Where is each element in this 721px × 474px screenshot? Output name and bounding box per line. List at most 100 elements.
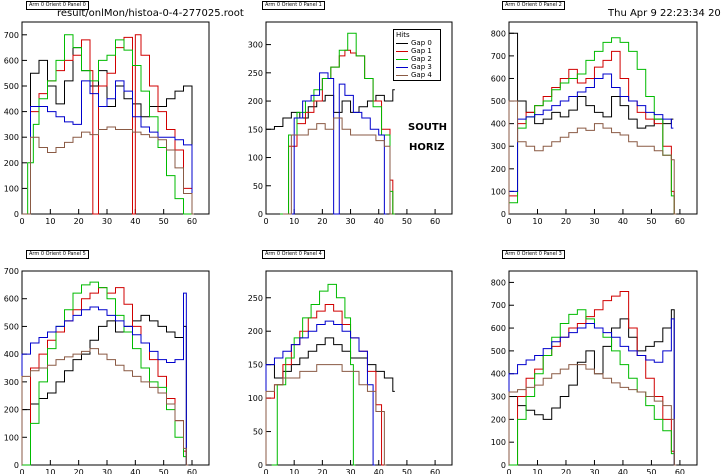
legend-entry-gap0: Gap 0	[396, 39, 438, 47]
legend-entry-gap2: Gap 2	[396, 55, 438, 63]
y-tick-label: 100	[248, 394, 263, 403]
x-tick-label: 20	[561, 468, 571, 474]
legend-entry-gap4: Gap 4	[396, 71, 438, 79]
x-tick-label: 30	[589, 468, 599, 474]
y-tick-label: 50	[253, 428, 263, 437]
y-tick-label: 500	[491, 347, 506, 356]
x-tick-label: 30	[102, 468, 112, 474]
x-tick-label: 30	[345, 468, 355, 474]
x-tick-label: 40	[618, 217, 628, 226]
series-line-gap2	[22, 281, 189, 466]
series-line-gap3	[22, 80, 194, 215]
y-tick-label: 300	[491, 142, 506, 151]
x-tick-label: 20	[561, 217, 571, 226]
file-path: result/onlMon/histoa-0-4-277025.root	[57, 8, 244, 19]
x-tick-label: 40	[130, 217, 140, 226]
y-tick-label: 200	[491, 165, 506, 174]
y-tick-label: 300	[248, 41, 263, 50]
panel-title-1: Arm 0 Orient 0 Panel 1	[262, 1, 325, 10]
series-line-gap0	[21, 314, 189, 466]
x-tick-label: 0	[19, 468, 24, 474]
series-line-gap3	[288, 72, 387, 215]
y-tick-label: 500	[4, 322, 19, 331]
plot-frame	[265, 270, 453, 466]
series-line-gap1	[22, 287, 189, 466]
x-tick-label: 0	[19, 217, 24, 226]
x-tick-label: 50	[402, 217, 412, 226]
series-line-gap4	[22, 126, 194, 215]
y-tick-label: 100	[248, 154, 263, 163]
y-tick-label: 500	[491, 97, 506, 106]
y-tick-label: 200	[491, 415, 506, 424]
x-tick-label: 40	[618, 468, 628, 474]
y-tick-label: 700	[491, 52, 506, 61]
y-tick-label: 300	[4, 378, 19, 387]
y-tick-label: 700	[491, 301, 506, 310]
x-tick-label: 10	[289, 468, 299, 474]
x-tick-label: 20	[74, 217, 84, 226]
legend-title: Hits	[396, 31, 410, 39]
x-tick-label: 30	[589, 217, 599, 226]
x-tick-label: 40	[374, 217, 384, 226]
legend: Hits Gap 0 Gap 1 Gap 2 Gap 3 Gap 4	[393, 29, 441, 81]
series-line-gap2	[508, 37, 677, 215]
x-tick-label: 10	[45, 468, 55, 474]
x-tick-label: 60	[430, 217, 440, 226]
x-tick-label: 20	[317, 468, 327, 474]
series-line-gap3	[21, 292, 189, 466]
x-tick-label: 50	[646, 468, 656, 474]
series-line-gap4	[508, 100, 677, 215]
y-tick-label: 300	[491, 393, 506, 402]
y-tick-label: 100	[491, 438, 506, 447]
y-tick-label: 50	[253, 182, 263, 191]
series-line-gap3	[508, 73, 674, 214]
y-tick-label: 0	[501, 210, 506, 219]
series-line-gap3	[265, 320, 376, 466]
x-tick-label: 30	[102, 217, 112, 226]
y-tick-label: 500	[4, 82, 19, 91]
x-tick-label: 50	[646, 217, 656, 226]
y-tick-label: 100	[4, 184, 19, 193]
panel-title-5: Arm 0 Orient 0 Panel 5	[26, 250, 89, 259]
x-tick-label: 0	[263, 468, 268, 474]
y-tick-label: 800	[491, 29, 506, 38]
x-tick-label: 60	[187, 217, 197, 226]
x-tick-label: 10	[289, 217, 299, 226]
x-tick-label: 10	[532, 217, 542, 226]
x-tick-label: 50	[402, 468, 412, 474]
y-tick-label: 200	[4, 406, 19, 415]
y-tick-label: 400	[4, 108, 19, 117]
legend-label: Gap 0	[411, 39, 432, 47]
x-tick-label: 50	[159, 217, 169, 226]
legend-entry-gap3: Gap 3	[396, 63, 438, 71]
y-tick-label: 0	[258, 210, 263, 219]
y-tick-label: 700	[4, 267, 19, 276]
legend-entry-gap1: Gap 1	[396, 47, 438, 55]
horiz-label: HORIZ	[409, 142, 445, 153]
y-tick-label: 0	[258, 461, 263, 470]
y-tick-label: 600	[4, 295, 19, 304]
x-tick-label: 20	[74, 468, 84, 474]
x-tick-label: 20	[317, 217, 327, 226]
y-tick-label: 400	[4, 350, 19, 359]
panel-title-4: Arm 0 Orient 0 Panel 4	[262, 250, 325, 259]
x-tick-label: 40	[374, 468, 384, 474]
panel-title-3: Arm 0 Orient 0 Panel 3	[502, 250, 565, 259]
y-tick-label: 400	[491, 370, 506, 379]
y-tick-label: 600	[491, 324, 506, 333]
y-tick-label: 250	[248, 294, 263, 303]
legend-label: Gap 1	[411, 47, 432, 55]
x-tick-label: 60	[430, 468, 440, 474]
series-line-gap4	[265, 364, 387, 466]
x-tick-label: 10	[532, 468, 542, 474]
series-line-gap3	[508, 318, 677, 466]
y-tick-label: 300	[4, 133, 19, 142]
y-tick-label: 150	[248, 361, 263, 370]
plot-frame	[508, 21, 698, 215]
x-tick-label: 60	[675, 217, 685, 226]
legend-label: Gap 3	[411, 63, 432, 71]
y-tick-label: 150	[248, 125, 263, 134]
series-line-gap1	[509, 291, 677, 466]
x-tick-label: 0	[506, 217, 511, 226]
